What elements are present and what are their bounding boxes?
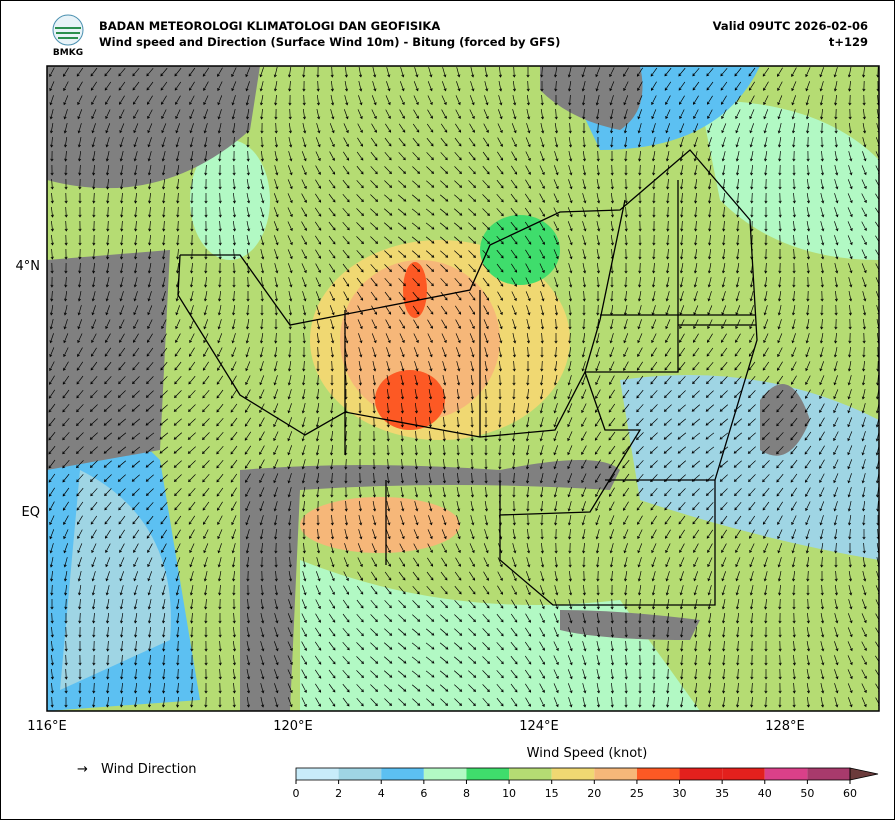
colorbar-tick-label: 30 [673,787,687,800]
colorbar-band [636,768,680,780]
lon-label: 128°E [765,719,805,734]
colorbar-band [509,768,552,780]
colorbar-band [423,768,467,780]
colorbar-tick-label: 50 [800,787,814,800]
colorbar-band [338,768,382,780]
map [47,66,879,711]
colorbar-tick-label: 15 [545,787,559,800]
colorbar-label: Wind Speed (knot) [527,746,648,761]
colorbar-band [807,768,850,780]
colorbar-band [594,768,637,780]
colorbar-tick-label: 8 [463,787,470,800]
valid-time: Valid 09UTC 2026-02-06 [713,19,868,33]
colorbar-band [466,768,510,780]
lon-label: 124°E [519,719,559,734]
colorbar-tick-label: 25 [630,787,644,800]
colorbar-band [679,768,723,780]
colorbar-band [722,768,765,780]
colorbar-tick-label: 60 [843,787,857,800]
lat-label: EQ [22,505,40,520]
lon-label: 116°E [27,719,67,734]
legend-arrow: → [77,762,88,777]
legend-label: Wind Direction [101,762,197,777]
agency: BADAN METEOROLOGI KLIMATOLOGI DAN GEOFIS… [99,19,440,33]
lon-label: 120°E [273,719,313,734]
colorbar-tick-label: 2 [335,787,342,800]
colorbar-tick-label: 6 [420,787,427,800]
colorbar-band [551,768,595,780]
logo-text: BMKG [53,48,83,58]
colorbar: 0 2 4 6 8 10 15 20 25 30 35 40 50 60 [293,767,879,800]
colorbar-outline [295,767,851,781]
colorbar-tick-label: 40 [758,787,772,800]
arrow-field [48,66,879,708]
colorbar-tick-label: 0 [293,787,300,800]
lat-label: 4°N [16,259,41,274]
colorbar-tick-label: 20 [587,787,601,800]
wind-arrows [48,66,879,708]
colorbar-band [764,768,808,780]
lead-time: t+129 [829,35,868,49]
colorbar-band [381,768,424,780]
map-border [46,65,880,712]
colorbar-tick-label: 10 [502,787,516,800]
subtitle: Wind speed and Direction (Surface Wind 1… [99,35,560,49]
colorbar-tick-label: 35 [715,787,729,800]
colorbar-band [296,768,339,780]
logo: BMKG [52,14,84,58]
colorbar-tick-label: 4 [378,787,385,800]
